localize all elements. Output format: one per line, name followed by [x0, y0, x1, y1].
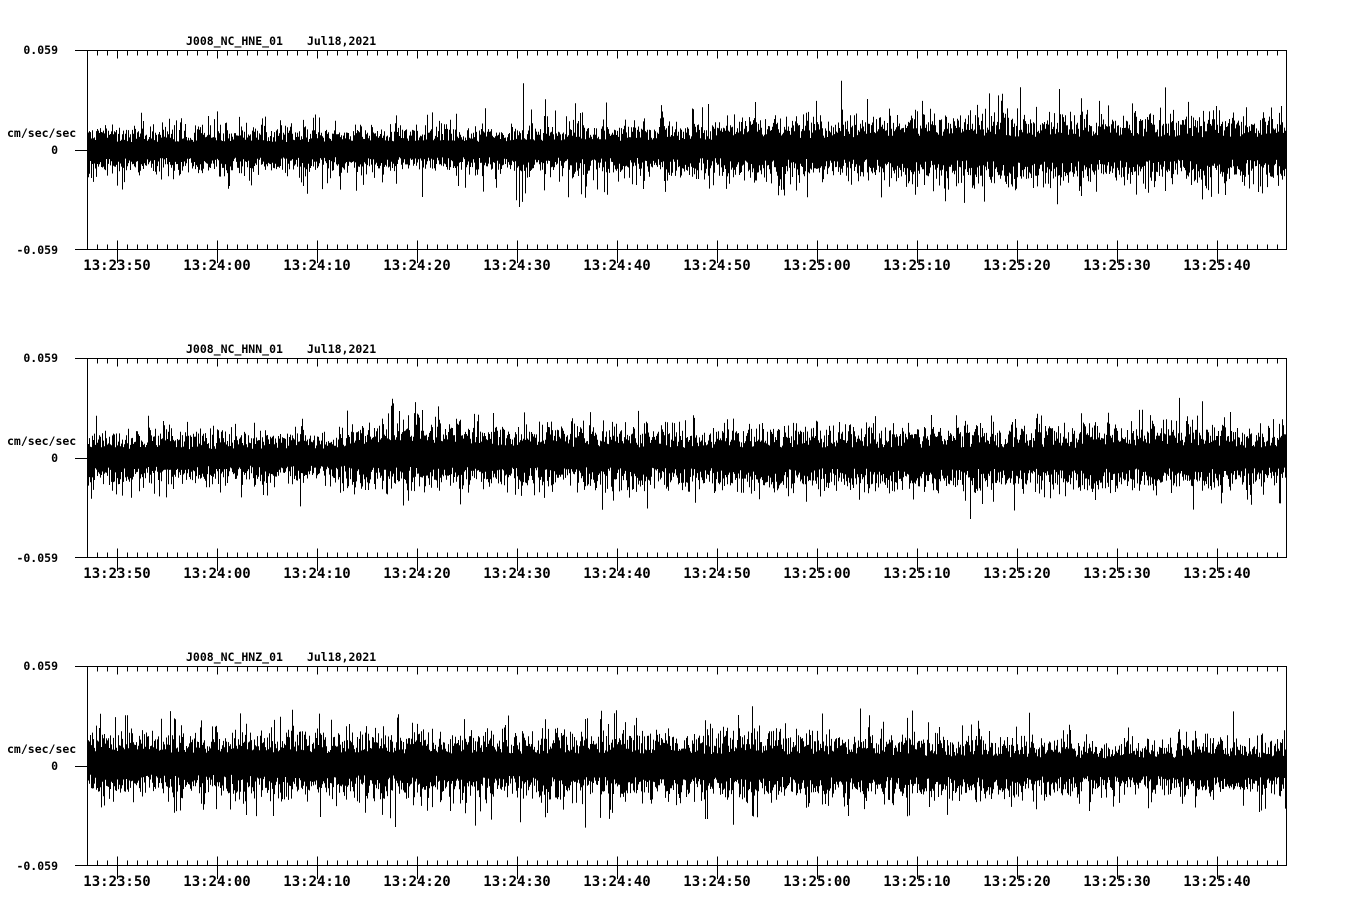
- x-tick-label: 13:23:50: [83, 874, 151, 890]
- plot-frame-and-ticks: [75, 666, 1287, 879]
- x-tick-label: 13:25:00: [783, 566, 851, 582]
- date-label: Jul18,2021: [306, 34, 377, 48]
- x-tick-label: 13:25:30: [1083, 566, 1151, 582]
- x-tick-label: 13:24:10: [283, 874, 351, 890]
- y-axis-min-label: -0.059: [16, 243, 58, 257]
- waveform-trace: [87, 706, 1287, 828]
- x-tick-label: 13:25:10: [883, 566, 951, 582]
- x-tick-label: 13:24:20: [383, 874, 451, 890]
- x-tick-label: 13:24:50: [683, 258, 751, 274]
- x-tick-label: 13:25:20: [983, 874, 1051, 890]
- y-axis-zero-label: 0: [51, 759, 58, 773]
- x-tick-label: 13:24:40: [583, 258, 651, 274]
- x-tick-label: 13:24:50: [683, 874, 751, 890]
- y-axis-unit-label: cm/sec/sec: [7, 742, 77, 756]
- x-tick-label: 13:24:00: [183, 874, 251, 890]
- y-axis-max-label: 0.059: [23, 351, 58, 365]
- x-tick-label: 13:25:30: [1083, 258, 1151, 274]
- x-tick-label: 13:24:00: [183, 566, 251, 582]
- y-axis-unit-label: cm/sec/sec: [7, 434, 77, 448]
- x-tick-label: 13:24:40: [583, 566, 651, 582]
- station-channel-label: J008_NC_HNE_01: [186, 34, 283, 48]
- y-axis-min-label: -0.059: [16, 859, 58, 873]
- x-tick-label: 13:25:20: [983, 566, 1051, 582]
- x-tick-label: 13:24:30: [483, 874, 551, 890]
- x-tick-label: 13:25:10: [883, 874, 951, 890]
- x-tick-label: 13:25:10: [883, 258, 951, 274]
- y-axis-min-label: -0.059: [16, 551, 58, 565]
- x-tick-label: 13:24:30: [483, 258, 551, 274]
- x-tick-label: 13:25:20: [983, 258, 1051, 274]
- waveform-plot: [75, 358, 1287, 571]
- waveform-trace: [87, 80, 1287, 207]
- trace-title: J008_NC_HNN_01 Jul18,2021: [186, 342, 376, 356]
- x-tick-label: 13:23:50: [83, 258, 151, 274]
- x-tick-label: 13:24:10: [283, 258, 351, 274]
- y-axis-max-label: 0.059: [23, 659, 58, 673]
- x-tick-label: 13:24:40: [583, 874, 651, 890]
- x-tick-label: 13:25:00: [783, 258, 851, 274]
- x-tick-label: 13:25:40: [1183, 258, 1251, 274]
- x-tick-label: 13:25:30: [1083, 874, 1151, 890]
- y-axis-zero-label: 0: [51, 451, 58, 465]
- waveform-plot: [75, 666, 1287, 879]
- waveform-trace: [87, 397, 1287, 519]
- x-tick-label: 13:23:50: [83, 566, 151, 582]
- x-tick-label: 13:24:20: [383, 258, 451, 274]
- x-tick-label: 13:24:20: [383, 566, 451, 582]
- date-label: Jul18,2021: [306, 650, 377, 664]
- trace-title: J008_NC_HNZ_01 Jul18,2021: [186, 650, 376, 664]
- x-tick-label: 13:24:10: [283, 566, 351, 582]
- x-tick-label: 13:25:00: [783, 874, 851, 890]
- y-axis-max-label: 0.059: [23, 43, 58, 57]
- waveform-plot: [75, 50, 1287, 263]
- y-axis-unit-label: cm/sec/sec: [7, 126, 77, 140]
- x-tick-label: 13:25:40: [1183, 874, 1251, 890]
- trace-title: J008_NC_HNE_01 Jul18,2021: [186, 34, 376, 48]
- x-tick-label: 13:24:30: [483, 566, 551, 582]
- y-axis-zero-label: 0: [51, 143, 58, 157]
- plot-frame-and-ticks: [75, 50, 1287, 263]
- x-tick-label: 13:24:50: [683, 566, 751, 582]
- x-tick-label: 13:25:40: [1183, 566, 1251, 582]
- station-channel-label: J008_NC_HNN_01: [186, 342, 283, 356]
- station-channel-label: J008_NC_HNZ_01: [186, 650, 283, 664]
- date-label: Jul18,2021: [306, 342, 377, 356]
- x-tick-label: 13:24:00: [183, 258, 251, 274]
- plot-frame-and-ticks: [75, 358, 1287, 571]
